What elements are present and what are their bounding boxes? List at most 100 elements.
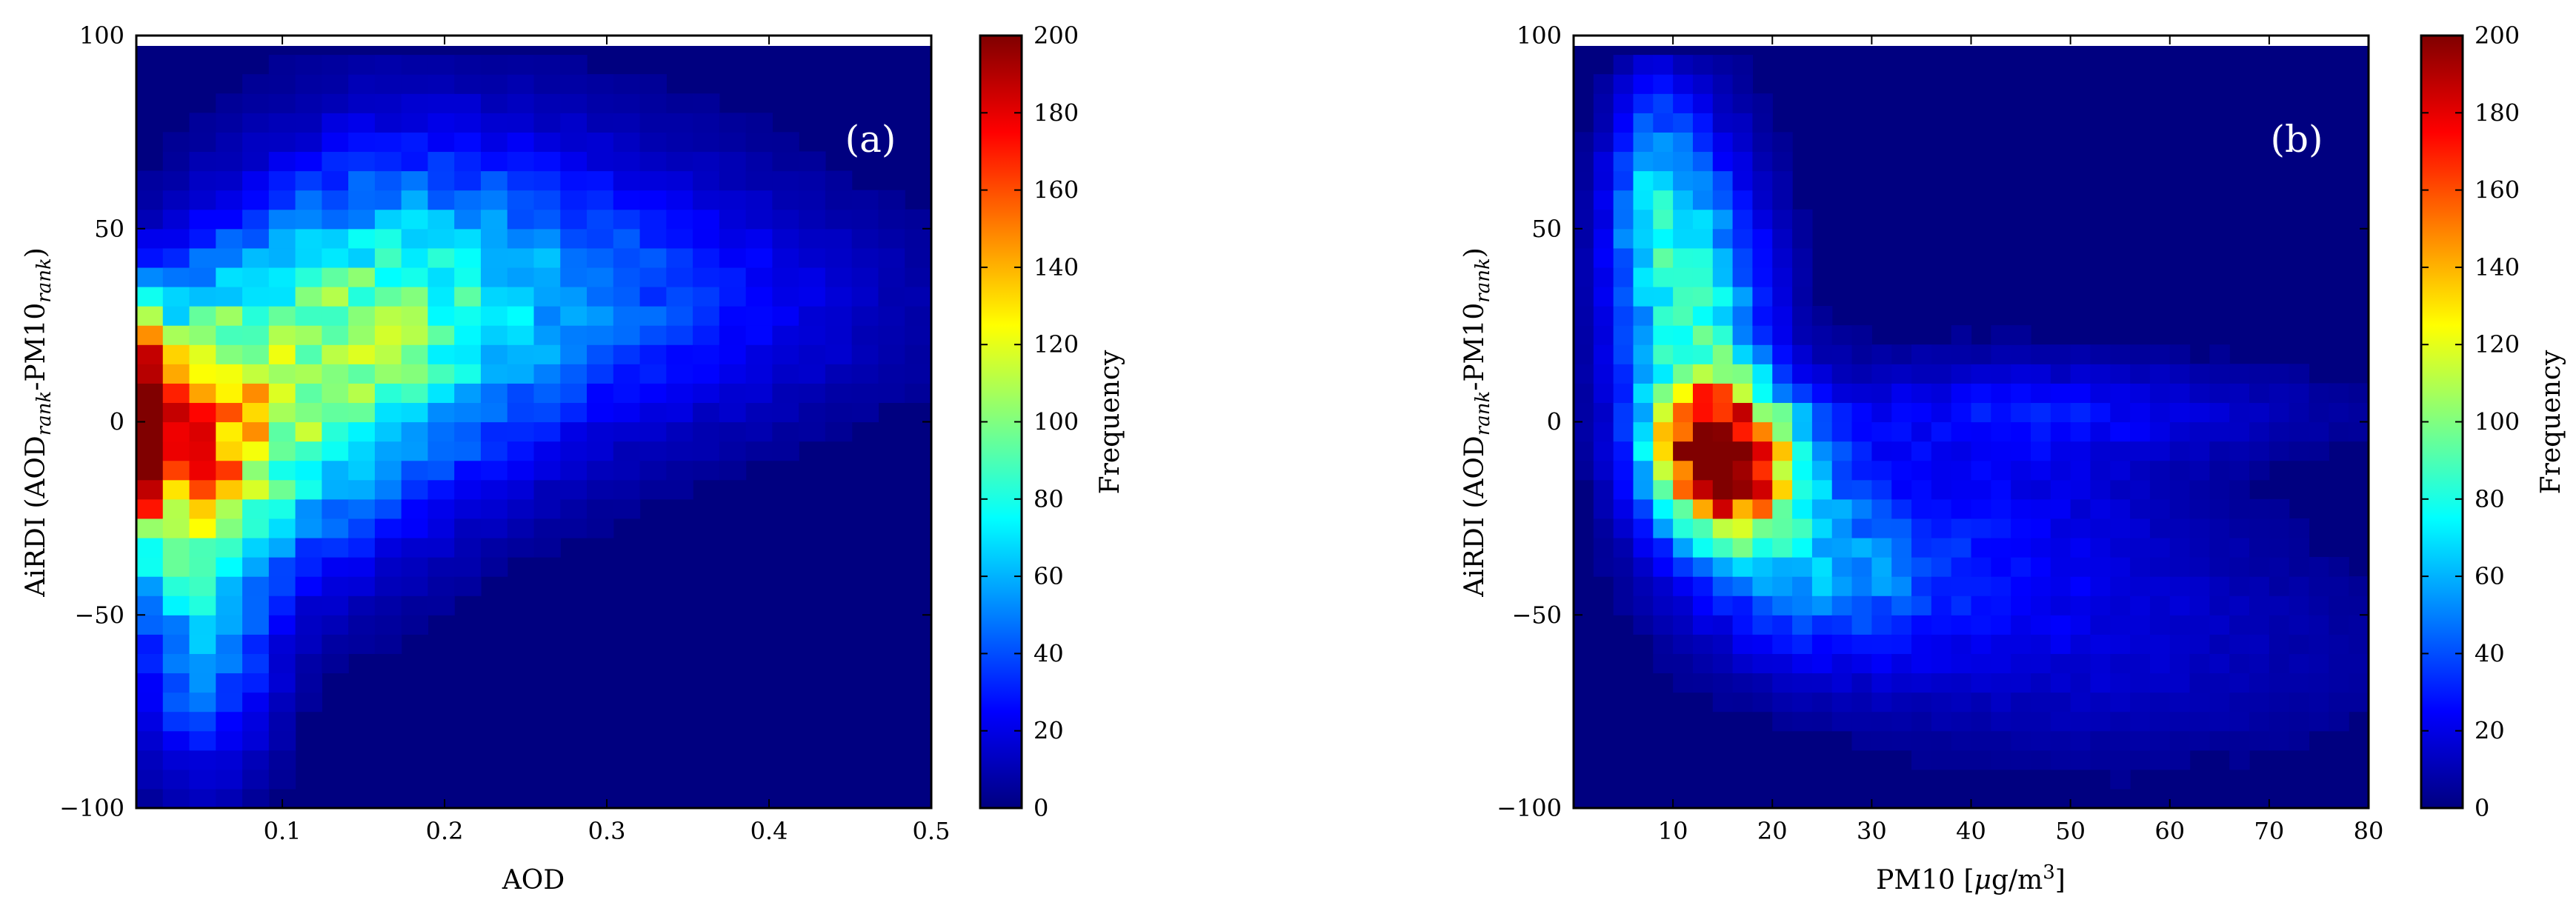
heatmap-cell bbox=[401, 74, 429, 94]
heatmap-cell bbox=[1772, 557, 1793, 577]
heatmap-cell bbox=[2309, 673, 2329, 693]
heatmap-cell bbox=[480, 228, 508, 249]
top-band bbox=[136, 36, 931, 46]
heatmap-cell bbox=[1971, 421, 1991, 442]
heatmap-cell bbox=[2030, 750, 2051, 770]
heatmap-cell bbox=[1653, 421, 1674, 442]
heatmap-cell bbox=[136, 634, 164, 655]
heatmap-cell bbox=[1911, 750, 1932, 770]
heatmap-cell bbox=[719, 132, 747, 153]
heatmap-cell bbox=[242, 498, 270, 519]
colorbar-tick-label: 60 bbox=[1034, 562, 1064, 590]
heatmap-cell bbox=[427, 518, 455, 538]
heatmap-cell bbox=[1712, 673, 1734, 693]
heatmap-cell bbox=[189, 518, 216, 538]
heatmap-cell bbox=[1692, 209, 1714, 230]
heatmap-cell bbox=[1772, 344, 1793, 364]
heatmap-cell bbox=[560, 267, 588, 287]
heatmap-cell bbox=[162, 692, 190, 713]
heatmap-cell bbox=[348, 441, 376, 461]
heatmap-cell bbox=[216, 190, 243, 210]
heatmap-cell bbox=[322, 267, 349, 287]
heatmap-cell bbox=[322, 74, 349, 94]
heatmap-cell bbox=[1613, 209, 1634, 230]
heatmap-cell bbox=[2149, 498, 2171, 519]
heatmap-cell bbox=[2209, 711, 2230, 732]
heatmap-cell bbox=[825, 228, 853, 249]
heatmap-cell bbox=[1633, 383, 1654, 404]
heatmap-cell bbox=[2349, 634, 2369, 655]
heatmap-cell bbox=[1831, 421, 1853, 442]
heatmap-cell bbox=[1732, 132, 1754, 153]
heatmap-cell bbox=[1831, 479, 1853, 500]
heatmap-cell bbox=[1613, 325, 1634, 345]
x-tick-label: 30 bbox=[1857, 817, 1887, 845]
heatmap-cell bbox=[427, 209, 455, 230]
heatmap-cell bbox=[2249, 383, 2270, 404]
heatmap-cell bbox=[322, 132, 349, 153]
heatmap-cell bbox=[2011, 537, 2031, 558]
heatmap-cell bbox=[454, 383, 482, 404]
heatmap-cell bbox=[1673, 576, 1694, 596]
heatmap-cell bbox=[216, 711, 243, 732]
heatmap-cell bbox=[1891, 557, 1912, 577]
heatmap-cell bbox=[454, 498, 482, 519]
heatmap-cell bbox=[189, 730, 216, 751]
heatmap-cell bbox=[2229, 383, 2250, 404]
heatmap-cell bbox=[1991, 595, 2011, 615]
heatmap-cell bbox=[401, 132, 429, 153]
heatmap-cell bbox=[189, 595, 216, 615]
heatmap-cell bbox=[427, 460, 455, 481]
y-tick-label: 0 bbox=[1547, 408, 1562, 436]
heatmap-cell bbox=[1593, 151, 1614, 172]
heatmap-cell bbox=[268, 421, 296, 442]
heatmap-cell bbox=[216, 93, 243, 113]
heatmap-cell bbox=[1712, 132, 1734, 153]
heatmap-cell bbox=[1851, 344, 1872, 364]
heatmap-cell bbox=[268, 209, 296, 230]
heatmap-cell bbox=[878, 209, 905, 230]
heatmap-cell bbox=[1891, 460, 1912, 481]
heatmap-cell bbox=[745, 132, 773, 153]
heatmap-cell bbox=[189, 750, 216, 770]
heatmap-cell bbox=[1613, 247, 1634, 268]
heatmap-cell bbox=[1633, 460, 1654, 481]
heatmap-cell bbox=[242, 634, 270, 655]
heatmap-cell bbox=[1991, 673, 2011, 693]
heatmap-cell bbox=[1772, 170, 1793, 191]
heatmap-cell bbox=[1831, 325, 1853, 345]
heatmap-cell bbox=[2030, 383, 2051, 404]
heatmap-cell bbox=[480, 479, 508, 500]
heatmap-cell bbox=[295, 383, 322, 404]
heatmap-cell bbox=[216, 383, 243, 404]
heatmap-cell bbox=[1752, 306, 1773, 326]
heatmap-cell bbox=[1593, 460, 1614, 481]
heatmap-cell bbox=[2229, 576, 2250, 596]
heatmap-cell bbox=[799, 247, 826, 268]
heatmap-cell bbox=[322, 286, 349, 307]
heatmap-cell bbox=[2189, 498, 2210, 519]
heatmap-cell bbox=[1831, 518, 1853, 538]
heatmap-cell bbox=[507, 247, 535, 268]
heatmap-cell bbox=[348, 615, 376, 635]
heatmap-cell bbox=[1792, 364, 1813, 384]
colorbar-tick-label: 200 bbox=[1034, 21, 1079, 50]
heatmap-cell bbox=[216, 325, 243, 345]
heatmap-cell bbox=[1692, 402, 1714, 423]
heatmap-cell bbox=[1752, 576, 1773, 596]
heatmap-cell bbox=[1673, 595, 1694, 615]
heatmap-cell bbox=[162, 325, 190, 345]
heatmap-cell bbox=[2070, 750, 2091, 770]
heatmap-cell bbox=[2229, 653, 2250, 674]
heatmap-cell bbox=[1891, 498, 1912, 519]
heatmap-cell bbox=[2030, 421, 2051, 442]
heatmap-cell bbox=[374, 460, 402, 481]
heatmap-cell bbox=[2269, 634, 2290, 655]
heatmap-cell bbox=[348, 595, 376, 615]
heatmap-cell bbox=[905, 344, 932, 364]
heatmap-cell bbox=[162, 518, 190, 538]
heatmap-cell bbox=[1593, 113, 1614, 133]
heatmap-cell bbox=[242, 383, 270, 404]
heatmap-cell bbox=[401, 325, 429, 345]
heatmap-cell bbox=[1692, 383, 1714, 404]
